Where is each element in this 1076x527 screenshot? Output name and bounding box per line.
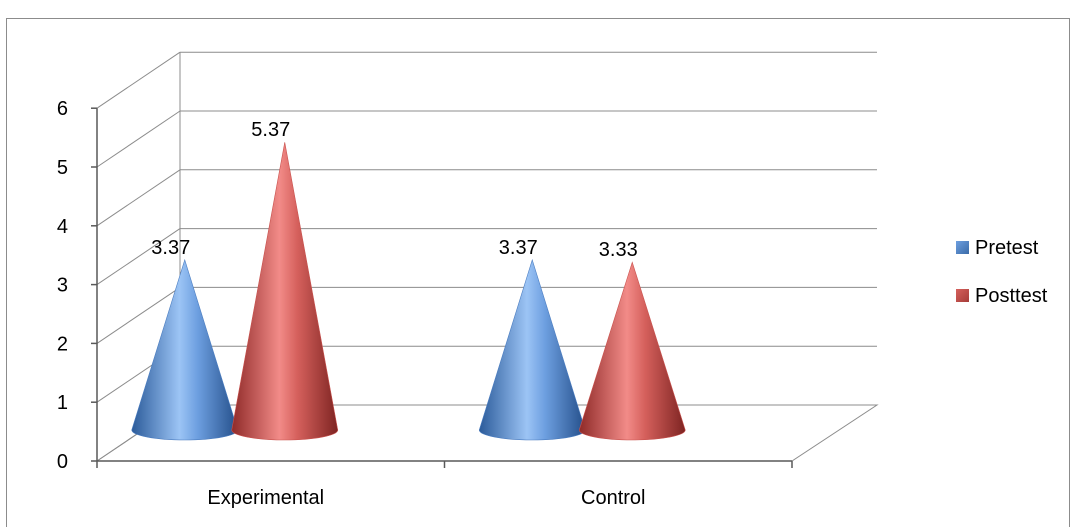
y-tick-label-5: 5: [57, 157, 68, 179]
cone-body-0-0: [131, 258, 239, 441]
gridline-side-2: [96, 286, 181, 344]
data-label-posttest-experimental: 5.37: [251, 119, 290, 141]
cone-body-0-1: [478, 258, 586, 441]
gridline-side-6: [96, 51, 181, 109]
cone-layer: [131, 142, 686, 441]
cone-body-1-0: [231, 142, 339, 441]
cone-pretest-control: [478, 258, 586, 441]
legend: Pretest Posttest: [956, 237, 1048, 307]
data-label-posttest-control: 3.33: [599, 239, 638, 261]
y-tick-label-1: 1: [57, 392, 68, 414]
gridline-side-3: [96, 228, 181, 286]
cone-posttest-control: [578, 261, 686, 441]
cone-pretest-experimental: [131, 258, 239, 441]
legend-label-pretest: Pretest: [975, 237, 1039, 259]
cone-body-1-1: [578, 261, 686, 441]
y-tick-label-0: 0: [57, 451, 68, 473]
legend-label-posttest: Posttest: [975, 285, 1048, 307]
x-tick-label-0: Experimental: [207, 487, 324, 509]
y-tick-label-2: 2: [57, 333, 68, 355]
y-tick-label-3: 3: [57, 275, 68, 297]
cone-posttest-experimental: [231, 142, 339, 441]
y-tick-label-6: 6: [57, 98, 68, 120]
data-label-pretest-experimental: 3.37: [151, 237, 190, 259]
y-tick-label-4: 4: [57, 216, 68, 238]
gridline-side-5: [96, 110, 181, 168]
axis-layer: 0 1 2 3 4 5 6 Experimental Control: [57, 98, 793, 509]
chart-frame: [6, 18, 1070, 527]
gridline-side-4: [96, 169, 181, 227]
x-tick-label-1: Control: [581, 487, 645, 509]
data-label-pretest-control: 3.37: [499, 237, 538, 259]
legend-swatch-pretest: [956, 241, 969, 254]
label-layer: 3.37 5.37 3.37 3.33: [151, 119, 637, 261]
legend-swatch-posttest: [956, 289, 969, 302]
